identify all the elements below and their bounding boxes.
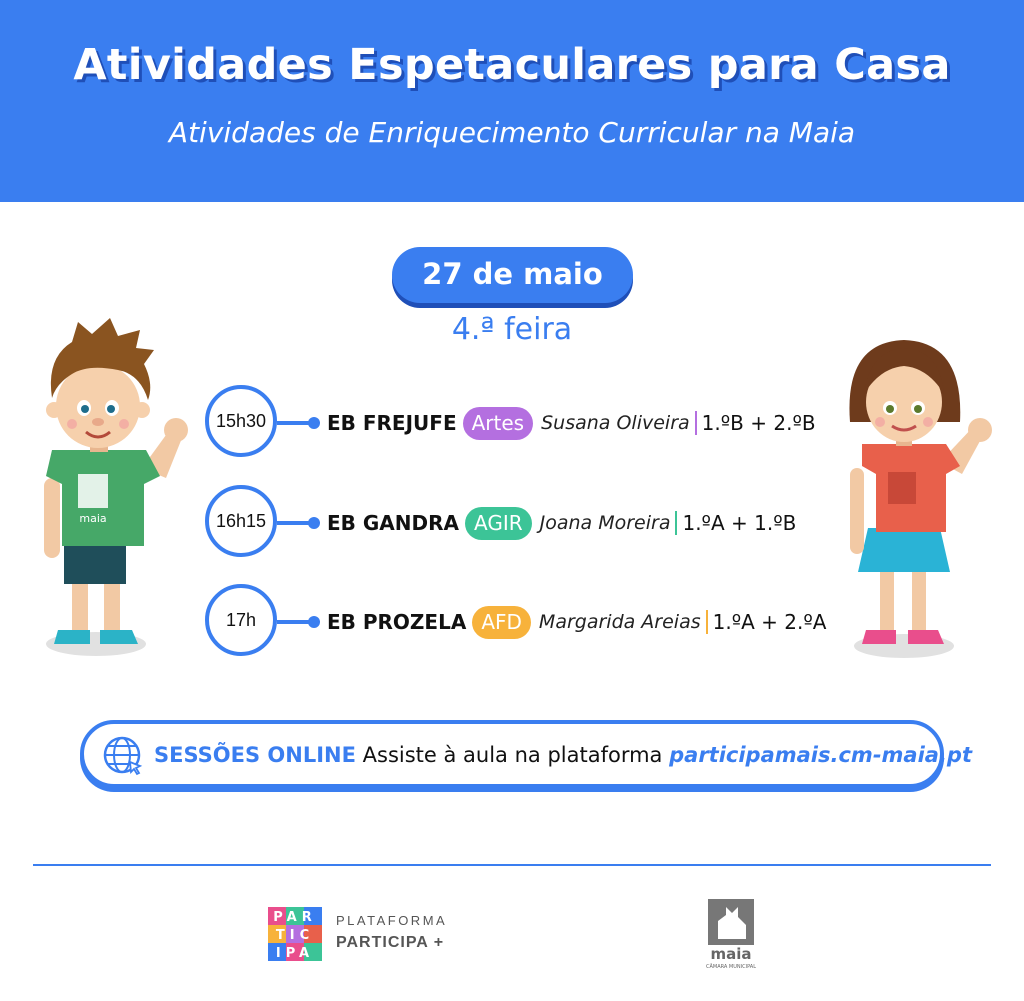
header-banner: Atividades Espetaculares para Casa Ativi…	[0, 0, 1024, 202]
maia-municipal-logo: maia CÂMARA MUNICIPAL	[706, 899, 756, 970]
online-description: Assiste à aula na plataforma	[362, 743, 663, 767]
platform-link[interactable]: participamais.cm-maia.pt	[669, 743, 972, 767]
separator	[705, 610, 708, 634]
class-groups: 1.ºA + 1.ºB	[682, 511, 797, 535]
online-sessions-text: SESSÕES ONLINE Assiste à aula na platafo…	[154, 724, 972, 786]
page-title: Atividades Espetaculares para Casa	[73, 40, 951, 90]
separator	[675, 511, 678, 535]
subject-tag: Artes	[462, 406, 534, 440]
platform-label: PLATAFORMA	[336, 913, 448, 928]
time-circle: 17h	[205, 584, 277, 656]
connector-dot	[308, 616, 320, 628]
date-badge: 27 de maio	[392, 247, 633, 303]
session-row: EB GANDRA AGIR Joana Moreira 1.ºA + 1.ºB	[327, 505, 796, 541]
globe-cursor-icon	[103, 736, 143, 776]
separator	[694, 411, 697, 435]
session-row: EB PROZELA AFD Margarida Areias 1.ºA + 2…	[327, 604, 827, 640]
svg-text:maia: maia	[79, 512, 106, 525]
connector-dot	[308, 417, 320, 429]
class-groups: 1.ºA + 2.ºA	[712, 610, 827, 634]
class-groups: 1.ºB + 2.ºB	[701, 411, 816, 435]
connector-line	[277, 620, 313, 624]
teacher-name: Margarida Areias	[538, 611, 701, 633]
svg-text:IPA: IPA	[276, 946, 314, 961]
school-name: EB FREJUFE	[327, 411, 457, 435]
girl-illustration	[849, 340, 992, 658]
connector-dot	[308, 517, 320, 529]
online-label: SESSÕES ONLINE	[154, 743, 356, 767]
session-row: EB FREJUFE Artes Susana Oliveira 1.ºB + …	[327, 405, 816, 441]
connector-line	[277, 421, 313, 425]
platform-name: PARTICIPA +	[336, 934, 445, 951]
subject-tag: AGIR	[464, 506, 532, 540]
time-circle: 16h15	[205, 485, 277, 557]
svg-text:TIC: TIC	[276, 928, 314, 943]
page-subtitle: Atividades de Enriquecimento Curricular …	[168, 116, 856, 149]
svg-text:CÂMARA MUNICIPAL: CÂMARA MUNICIPAL	[706, 963, 756, 970]
participa-logo: PAR TIC IPA	[268, 907, 322, 961]
teacher-name: Joana Moreira	[539, 512, 671, 534]
school-name: EB GANDRA	[327, 511, 459, 535]
time-circle: 15h30	[205, 385, 277, 457]
svg-text:PAR: PAR	[273, 910, 316, 925]
subject-tag: AFD	[472, 605, 531, 639]
connector-line	[277, 521, 313, 525]
boy-illustration: maia	[44, 318, 188, 656]
teacher-name: Susana Oliveira	[541, 412, 690, 434]
school-name: EB PROZELA	[327, 610, 467, 634]
online-sessions-banner: SESSÕES ONLINE Assiste à aula na platafo…	[80, 720, 972, 788]
weekday-label: 4.ª feira	[451, 312, 573, 347]
svg-text:maia: maia	[710, 945, 751, 963]
footer-divider	[33, 864, 991, 866]
